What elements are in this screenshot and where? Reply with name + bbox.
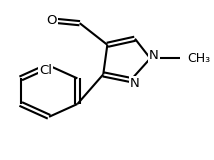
Text: N: N — [130, 77, 139, 90]
Text: N: N — [149, 49, 159, 62]
Text: O: O — [46, 13, 57, 27]
Text: Cl: Cl — [39, 64, 52, 77]
Text: CH₃: CH₃ — [188, 52, 211, 65]
